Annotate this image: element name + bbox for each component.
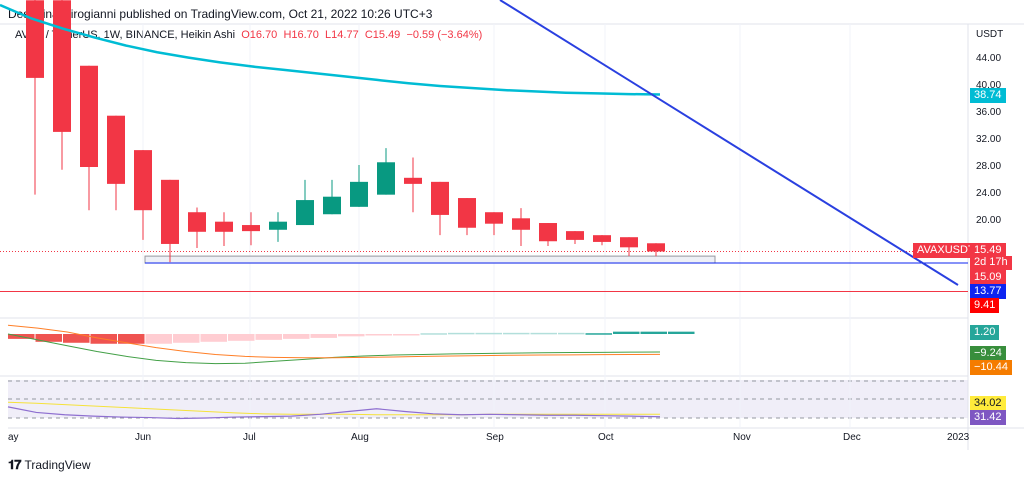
trend-line [499,0,959,286]
candle-body [188,212,206,232]
candle-body [431,181,449,215]
candle-body [404,177,422,184]
macd-histogram-bar [420,333,447,335]
candle-body [620,237,638,248]
rsi-ma-line [7,401,660,416]
macd-histogram-bar [35,334,62,342]
candle-body [269,221,287,230]
macd-histogram-bar [530,332,557,335]
candle-body [80,65,98,167]
rsi-ma-label: 34.02 [970,396,1006,411]
support-zone [144,255,716,264]
candle-body [161,179,179,244]
price-tick: 36.00 [976,107,1002,118]
macd-histogram-bar [338,334,365,337]
macd-histogram-bar [173,334,200,343]
moving-average-line [0,3,661,96]
candle-body [647,243,665,252]
signal-line [7,324,661,359]
prev-close-label: 15.09 [970,270,1006,285]
tradingview-brand[interactable]: 𝟏𝟕 TradingView [8,457,91,473]
candle-body [242,225,260,232]
macd-histogram-bar [668,331,695,334]
currency-label: USDT [976,29,1004,40]
macd-histogram-bar [503,332,530,335]
ohlc-high: H16.70 [283,29,319,41]
lower-level-label: 9.41 [970,298,1000,313]
last-price-label: 15.49 [970,243,1006,257]
countdown-label: 2d 17h [970,256,1012,270]
support-label: 13.77 [970,284,1006,299]
time-tick: Sep [486,432,504,443]
macd-histogram-bar [145,334,172,344]
macd-histogram-bar [255,334,282,340]
macd-histogram-bar [613,331,640,334]
macd-histogram-bar [228,334,255,341]
macd-histogram-bar [283,334,310,339]
candle-body [350,181,368,207]
rsi-label: 31.42 [970,410,1006,425]
time-tick: Jun [135,432,152,443]
rsi-line [7,406,661,420]
ohlc-change: −0.59 (−3.64%) [406,29,483,41]
macd-histogram-bar [393,334,420,336]
price-tick: 28.00 [976,161,1002,172]
time-tick: Dec [843,432,861,443]
macd-histogram-bar [365,334,392,336]
price-tick: 44.00 [976,53,1002,64]
candle-body [458,198,476,228]
ohlc-low: L14.77 [325,29,359,41]
candle-body [566,231,584,240]
candle-body [53,0,71,132]
ma-price-label: 38.74 [970,88,1006,103]
price-tick: 40.00 [976,80,1002,91]
macd-histogram-bar [200,334,227,342]
candle-body [215,221,233,232]
time-tick: Jul [243,432,256,443]
candle-body [134,150,152,211]
symbol-label: AVAXUSDT [913,243,979,258]
time-tick: Aug [351,432,369,443]
macd-histogram-bar [558,332,585,335]
macd-histogram-bar [63,334,90,343]
macd-label: −9.24 [970,346,1006,361]
time-tick: ay [8,432,19,443]
candle-body [593,235,611,242]
price-tick: 24.00 [976,188,1002,199]
candle-body [539,223,557,242]
macd-histogram-bar [585,333,612,335]
macd-histogram-bar [310,334,337,338]
price-tick: 20.00 [976,215,1002,226]
macd-histogram-label: 1.20 [970,325,1000,340]
candle-body [377,162,395,195]
price-tick: 32.00 [976,134,1002,145]
candle-body [485,212,503,224]
macd-histogram-bar [475,332,502,335]
candle-body [323,196,341,215]
time-tick: Oct [598,432,614,443]
time-tick: Nov [733,432,751,443]
ohlc-close: C15.49 [364,29,401,41]
signal-label: −10.44 [970,360,1012,375]
macd-histogram-bar [118,334,145,344]
time-tick: 2023 [947,432,970,443]
tradingview-logo-icon: 𝟏𝟕 [8,457,22,472]
macd-histogram-bar [640,331,667,334]
candle-body [26,0,44,78]
published-line: DespoinaTsirogianni published on Trading… [8,7,433,21]
candle-body [107,115,125,184]
candle-body [512,218,530,230]
macd-histogram-bar [448,332,475,335]
brand-name: TradingView [24,458,91,472]
candle-body [296,200,314,226]
